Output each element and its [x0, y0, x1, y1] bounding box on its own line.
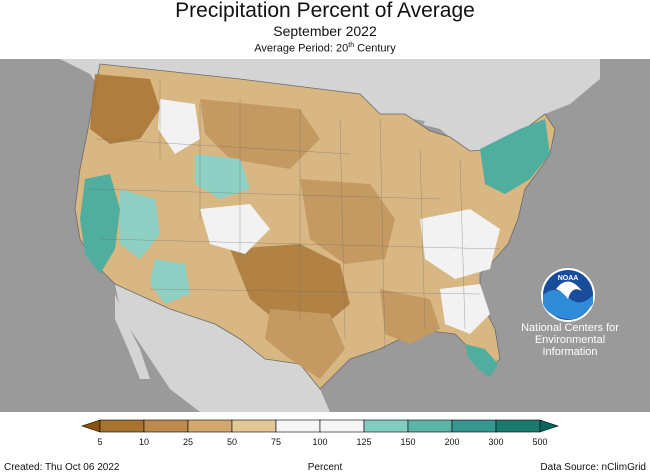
legend-tick-25: 25	[182, 437, 194, 447]
region-northeast-wet	[480, 119, 550, 194]
region-florida-wet	[465, 344, 498, 377]
map-title: Precipitation Percent of Average	[175, 0, 475, 22]
legend-bin-100-125	[319, 419, 365, 433]
legend-unit-label: Percent	[307, 462, 343, 473]
legend-tick-500: 500	[532, 437, 548, 447]
legend-colorbar	[0, 414, 650, 454]
map-canvas: NOAA	[60, 59, 600, 412]
legend-tick-10: 10	[138, 437, 150, 447]
average-period-suffix: Century	[354, 42, 396, 55]
region-montana-dry	[200, 99, 320, 169]
average-period-superscript: th	[348, 42, 355, 49]
region-southern-plains-dry	[230, 244, 350, 329]
baja-california	[115, 294, 150, 379]
legend-arrow-low	[81, 419, 101, 433]
legend-bin-125-150	[363, 419, 409, 433]
region-texas-dry	[265, 309, 345, 379]
legend-arrow-high	[539, 419, 559, 433]
region-central-dry	[300, 179, 395, 264]
created-date: Created: Thu Oct 06 2022	[4, 462, 120, 473]
legend-bin-150-200	[407, 419, 453, 433]
legend-tick-150: 150	[400, 437, 416, 447]
region-nevada-wet	[120, 189, 160, 259]
legend-svg	[81, 419, 559, 433]
legend-tick-100: 100	[312, 437, 328, 447]
region-ohio-valley-normal	[420, 209, 500, 279]
region-southeast-dry	[380, 289, 440, 344]
legend-tick-50: 50	[226, 437, 238, 447]
region-wyoming-wet	[195, 154, 250, 199]
legend-tick-300: 300	[488, 437, 504, 447]
map-subtitle: September 2022	[273, 23, 377, 39]
region-arizona-wet	[150, 259, 190, 304]
average-period: Average Period: 20th Century	[0, 42, 650, 55]
legend-tick-75: 75	[270, 437, 282, 447]
region-colorado-normal	[200, 204, 270, 254]
legend-bin-200-300	[451, 419, 497, 433]
average-period-prefix: Average Period: 20	[254, 42, 349, 55]
region-idaho-normal	[158, 99, 200, 154]
state-borders	[89, 79, 501, 350]
mexico-land	[115, 284, 330, 412]
region-pacific-nw-dry	[90, 74, 160, 144]
noaa-logo-text: NOAA	[558, 275, 579, 282]
legend-bin-5-10	[99, 419, 145, 433]
ncei-line-1: National Centers for	[521, 322, 619, 334]
legend-tick-5: 5	[97, 437, 103, 447]
region-california-wet	[80, 174, 120, 274]
legend-bin-300-500	[495, 419, 541, 433]
legend-tick-200: 200	[444, 437, 460, 447]
legend-bin-50-75	[231, 419, 277, 433]
data-source: Data Source: nClimGrid	[540, 462, 646, 473]
precipitation-map: NOAA National Centers for Environmental …	[0, 59, 650, 412]
ncei-line-3: Information	[542, 346, 598, 358]
legend-tick-125: 125	[356, 437, 372, 447]
legend-bin-25-50	[187, 419, 233, 433]
ncei-label: National Centers for Environmental Infor…	[510, 322, 630, 358]
region-south-normal	[440, 284, 490, 334]
legend-bin-10-25	[143, 419, 189, 433]
ncei-line-2: Environmental	[534, 334, 606, 346]
legend-bin-75-100	[275, 419, 321, 433]
noaa-logo	[541, 268, 595, 322]
